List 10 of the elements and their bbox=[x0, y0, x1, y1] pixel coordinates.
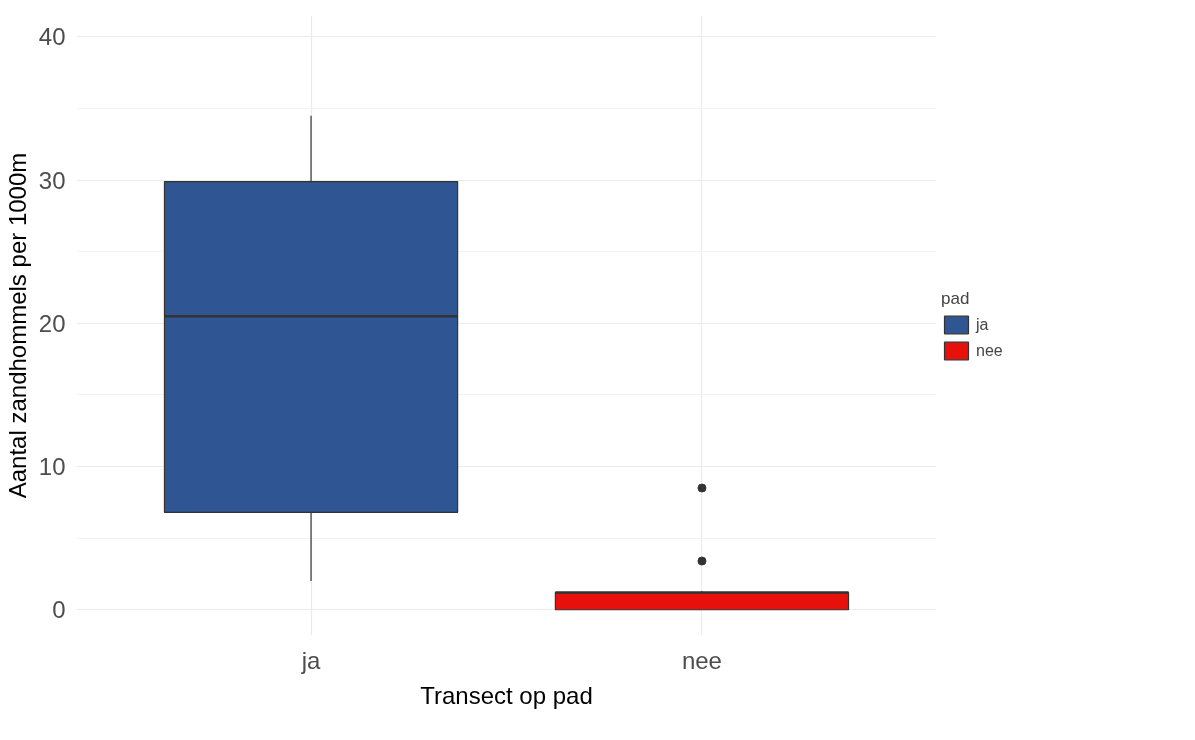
y-tick-label: 10 bbox=[38, 453, 66, 481]
y-tick-label: 0 bbox=[52, 596, 66, 624]
y-tick-label: 30 bbox=[38, 166, 66, 194]
x-axis-title: Transect op pad bbox=[420, 681, 593, 709]
y-tick-label: 40 bbox=[38, 23, 66, 51]
y-axis-title: Aantal zandhommels per 1000m bbox=[3, 152, 31, 499]
y-tick-label: 20 bbox=[38, 309, 66, 337]
legend-title: pad bbox=[941, 288, 971, 309]
legend-label: nee bbox=[976, 341, 1003, 360]
legend-label: ja bbox=[976, 315, 990, 334]
